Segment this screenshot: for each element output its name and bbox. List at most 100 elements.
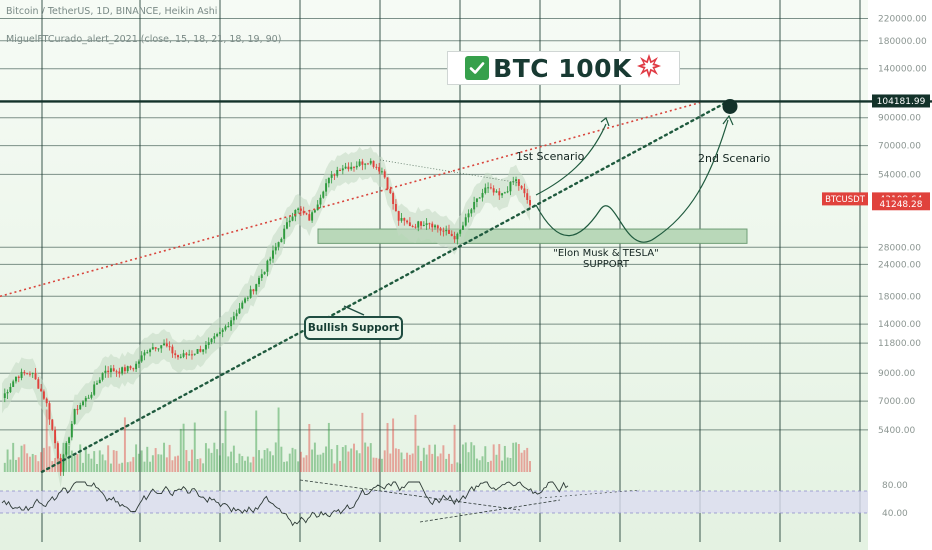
support-label-line1: "Elon Musk & TESLA"	[553, 248, 659, 259]
volume-bar	[445, 458, 448, 472]
candle-body	[291, 216, 294, 221]
volume-bar	[260, 458, 263, 472]
candle-body	[227, 326, 230, 328]
volume-bar	[509, 457, 512, 472]
volume-bar	[503, 445, 506, 472]
volume-bar	[140, 450, 143, 472]
candle-body	[414, 226, 417, 228]
volume-bar	[56, 443, 59, 472]
volume-bar	[165, 457, 168, 472]
candle-body	[42, 391, 45, 399]
candle-body	[199, 349, 202, 352]
rsi-projection	[539, 489, 641, 499]
candle-body	[353, 166, 355, 168]
volume-bar	[190, 449, 193, 472]
candle-body	[322, 191, 325, 198]
candle-body	[26, 373, 29, 375]
candle-body	[210, 338, 213, 343]
candle-body	[101, 372, 104, 380]
volume-bar	[269, 451, 272, 472]
volume-bar	[31, 453, 34, 472]
volume-bar	[255, 410, 258, 472]
candle-body	[492, 188, 495, 193]
candle-body	[442, 230, 445, 232]
volume-bar	[339, 460, 342, 472]
volume-bar	[62, 442, 65, 472]
rsi-tick-label: 40.00	[882, 509, 908, 519]
volume-bar	[137, 453, 140, 472]
candle-body	[207, 342, 210, 345]
candle-body	[34, 372, 37, 380]
candle-body	[76, 409, 79, 411]
volume-bar	[428, 444, 431, 472]
candle-body	[28, 373, 31, 375]
explosion-icon	[636, 53, 662, 83]
volume-bar	[98, 450, 101, 472]
rsi-divergence-line	[299, 479, 521, 511]
bullish-support-callout: Bullish Support	[304, 316, 403, 340]
candle-body	[143, 352, 146, 356]
candle-body	[325, 183, 328, 192]
volume-bar	[196, 459, 199, 472]
volume-bar	[230, 451, 233, 472]
volume-bar	[336, 445, 339, 472]
volume-bar	[227, 456, 230, 472]
volume-bar	[132, 457, 135, 472]
volume-bar	[288, 453, 291, 472]
candle-body	[188, 354, 191, 356]
candle-body	[246, 297, 249, 299]
y-tick-label: 9000.00	[878, 369, 915, 379]
candle-body	[70, 423, 73, 438]
candle-body	[230, 320, 233, 327]
volume-bar	[93, 451, 96, 472]
candle-body	[45, 398, 48, 404]
volume-bar	[414, 414, 417, 472]
volume-bar	[353, 443, 355, 472]
volume-bar	[347, 451, 350, 472]
volume-bar	[333, 463, 336, 472]
volume-bar	[28, 456, 31, 472]
volume-bar	[515, 442, 518, 472]
candle-body	[163, 343, 166, 346]
candle-body	[459, 229, 462, 234]
candle-body	[244, 298, 247, 303]
candle-body	[327, 177, 330, 184]
volume-bar	[12, 442, 15, 472]
candle-body	[98, 379, 101, 384]
target-banner: BTC 100K	[447, 51, 680, 85]
candle-body	[408, 222, 411, 227]
volume-bar	[475, 458, 478, 472]
candle-body	[160, 345, 163, 349]
candle-body	[489, 187, 492, 189]
volume-bar	[115, 450, 118, 472]
candle-body	[308, 214, 311, 221]
y-tick-label: 11800.00	[878, 339, 921, 349]
volume-bar	[378, 458, 381, 472]
candle-body	[193, 353, 196, 355]
candle-body	[65, 443, 68, 455]
volume-bar	[389, 453, 392, 472]
candle-body	[280, 238, 283, 243]
candle-body	[285, 222, 288, 229]
volume-bar	[467, 452, 470, 472]
volume-bar	[177, 455, 179, 472]
candle-body	[54, 429, 57, 444]
candle-body	[6, 392, 9, 394]
volume-bar	[82, 462, 84, 472]
candle-body	[475, 198, 478, 202]
candle-body	[263, 271, 266, 275]
volume-bar	[45, 409, 48, 472]
volume-bar	[400, 452, 403, 472]
candle-body	[204, 344, 207, 350]
candle-body	[299, 208, 302, 211]
candle-body	[132, 368, 135, 370]
volume-bar	[492, 444, 495, 472]
candle-body	[509, 181, 512, 192]
candle-body	[56, 443, 59, 459]
volume-bar	[299, 451, 302, 472]
candle-body	[448, 230, 450, 234]
volume-bar	[313, 442, 316, 472]
candle-body	[319, 197, 322, 205]
candle-body	[3, 393, 6, 399]
